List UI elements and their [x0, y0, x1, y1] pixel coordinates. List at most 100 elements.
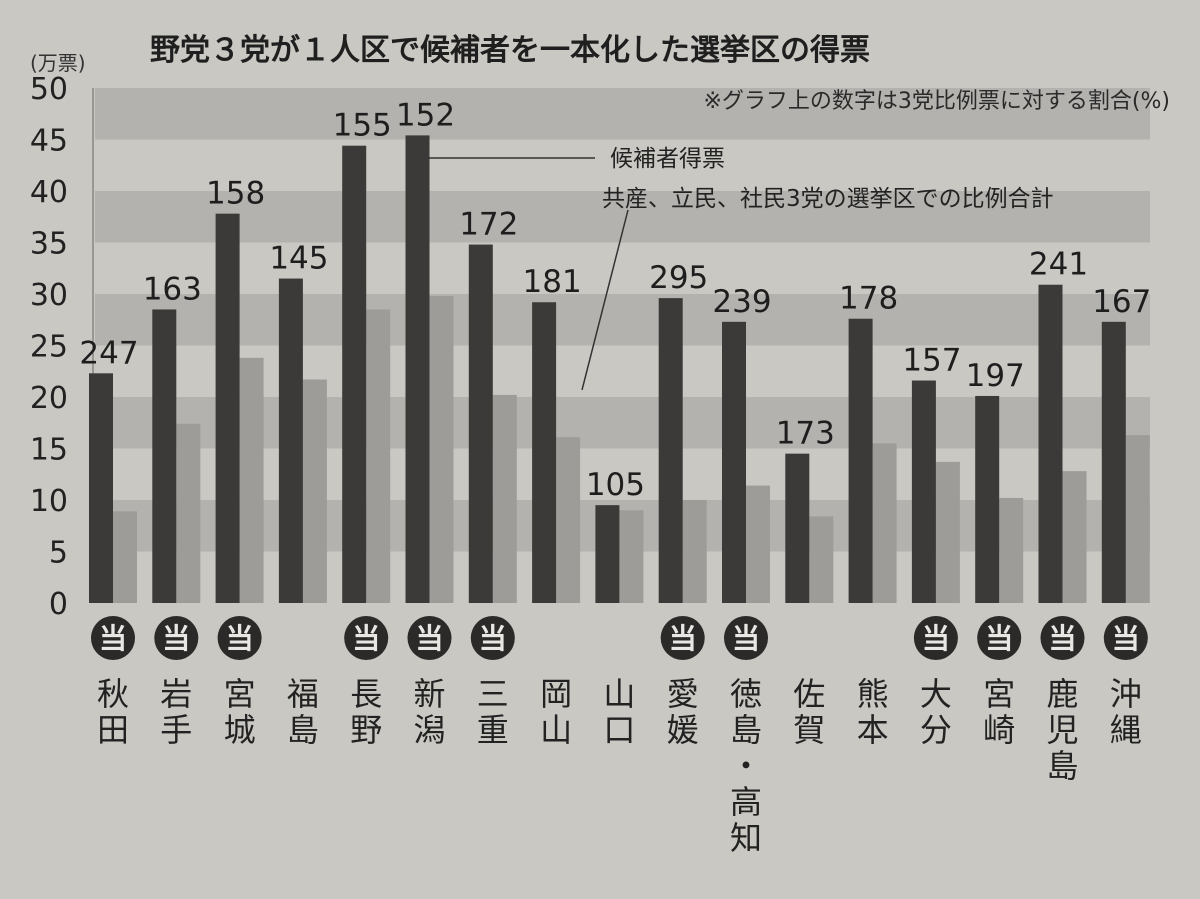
category-char: 分: [920, 711, 952, 749]
bar-candidate-votes: [785, 453, 810, 603]
bar-candidate-votes: [595, 505, 620, 603]
bar-candidate-votes: [848, 318, 873, 603]
bar-candidate-votes: [468, 244, 493, 603]
category-char: 徳: [730, 675, 762, 713]
win-badge-label: 当: [226, 622, 254, 655]
bar-proportional-total: [1125, 435, 1150, 603]
category-char: 媛: [667, 711, 699, 749]
bar-proportional-total: [746, 485, 770, 603]
category-char: 知: [730, 819, 762, 857]
win-badge-label: 当: [479, 622, 507, 655]
category-char: 潟: [413, 711, 445, 749]
x-axis-categories: 当秋田当岩手当宮城福島当長野当新潟当三重岡山山口当愛媛当徳島・高知佐賀熊本当大分…: [91, 616, 1148, 857]
category-char: 城: [224, 711, 256, 749]
category-char: 山: [603, 675, 635, 713]
chart-note: ※グラフ上の数字は3党比例票に対する割合(%): [703, 89, 1170, 114]
bar-candidate-votes: [1038, 284, 1063, 603]
bar-candidate-votes: [215, 213, 240, 603]
category-char: 縄: [1110, 711, 1142, 749]
win-badge-circle: [470, 616, 515, 660]
category-char: 大: [920, 675, 952, 713]
category-char: 沖: [1110, 675, 1142, 713]
category-char: 島: [1046, 747, 1078, 785]
bar-proportional-total: [429, 296, 454, 603]
ratio-label: 247: [79, 335, 138, 371]
category-char: 口: [603, 711, 635, 749]
bar-candidate-votes: [342, 145, 367, 603]
category-char: 愛: [667, 675, 699, 713]
ratio-label: 167: [1092, 284, 1151, 320]
grid-bands: [95, 88, 1150, 552]
ratio-label: 295: [649, 260, 708, 296]
category-char: 新: [413, 675, 445, 713]
category-char: 佐: [793, 675, 825, 713]
category-char: 岩: [160, 675, 192, 713]
category-char: 福: [287, 675, 319, 713]
bar-proportional-total: [1062, 471, 1087, 603]
bar-proportional-total: [556, 437, 581, 603]
ratio-label: 155: [333, 108, 392, 144]
category-char: 重: [477, 711, 509, 749]
category-char: 崎: [983, 711, 1015, 749]
bars: [89, 135, 1150, 603]
bar-candidate-votes: [722, 321, 746, 603]
y-tick-label: 45: [30, 124, 68, 159]
chart-title: 野党３党が１人区で候補者を一本化した選挙区の得票: [150, 33, 870, 68]
y-tick-label: 20: [30, 381, 68, 416]
y-tick-label: 50: [30, 72, 68, 107]
bar-proportional-total: [619, 510, 644, 603]
bar-proportional-total: [176, 423, 201, 603]
win-badge-circle: [344, 616, 389, 660]
win-badge-circle: [217, 616, 262, 660]
category-char: 宮: [224, 675, 256, 713]
category-char: 熊: [857, 675, 889, 713]
win-badge-circle: [1040, 616, 1085, 660]
bar-candidate-votes: [278, 278, 303, 603]
category-char: 山: [540, 711, 572, 749]
category-char: 手: [160, 711, 192, 749]
y-axis: 0 5 10 15 20 25 30 35 40 45 50: [30, 72, 94, 622]
y-tick-label: 25: [30, 330, 68, 365]
category-char: 長: [350, 675, 382, 713]
win-badge-label: 当: [352, 622, 380, 655]
win-badge-label: 当: [99, 622, 127, 655]
win-badge-circle: [407, 616, 452, 660]
win-badge-circle: [154, 616, 199, 660]
win-badge-label: 当: [732, 622, 760, 655]
category-char: 岡: [540, 675, 572, 713]
bar-proportional-total: [239, 357, 264, 603]
ratio-label: 163: [143, 271, 202, 307]
bar-proportional-total: [935, 461, 960, 603]
win-badge-circle: [1103, 616, 1148, 660]
win-badge-circle: [977, 616, 1022, 660]
bar-candidate-votes: [911, 380, 936, 603]
win-badge-label: 当: [669, 622, 697, 655]
category-char: 児: [1046, 711, 1078, 749]
ratio-label: 145: [269, 241, 328, 277]
win-badge-label: 当: [985, 622, 1013, 655]
ratio-label: 239: [712, 284, 771, 320]
grid-band: [95, 88, 1150, 140]
category-char: 本: [857, 711, 889, 749]
win-badge-circle: [660, 616, 705, 660]
bar-candidate-votes: [532, 302, 557, 603]
legend-candidate-votes: 候補者得票: [610, 146, 725, 172]
bar-candidate-votes: [1101, 321, 1126, 603]
category-char: 三: [477, 675, 509, 713]
ratio-label: 241: [1029, 247, 1088, 283]
grid-band: [95, 294, 1150, 346]
y-tick-label: 5: [49, 536, 68, 571]
legend-leader-proportional: [581, 209, 629, 391]
bar-proportional-total: [302, 379, 327, 603]
ratio-label: 197: [966, 358, 1025, 394]
unit-label: (万票): [30, 51, 86, 75]
bar-proportional-total: [492, 394, 517, 603]
bar-proportional-total: [999, 497, 1024, 603]
win-badge-label: 当: [415, 622, 443, 655]
category-char: 島: [730, 711, 762, 749]
y-tick-label: 40: [30, 175, 68, 210]
category-char: 秋: [97, 675, 129, 713]
